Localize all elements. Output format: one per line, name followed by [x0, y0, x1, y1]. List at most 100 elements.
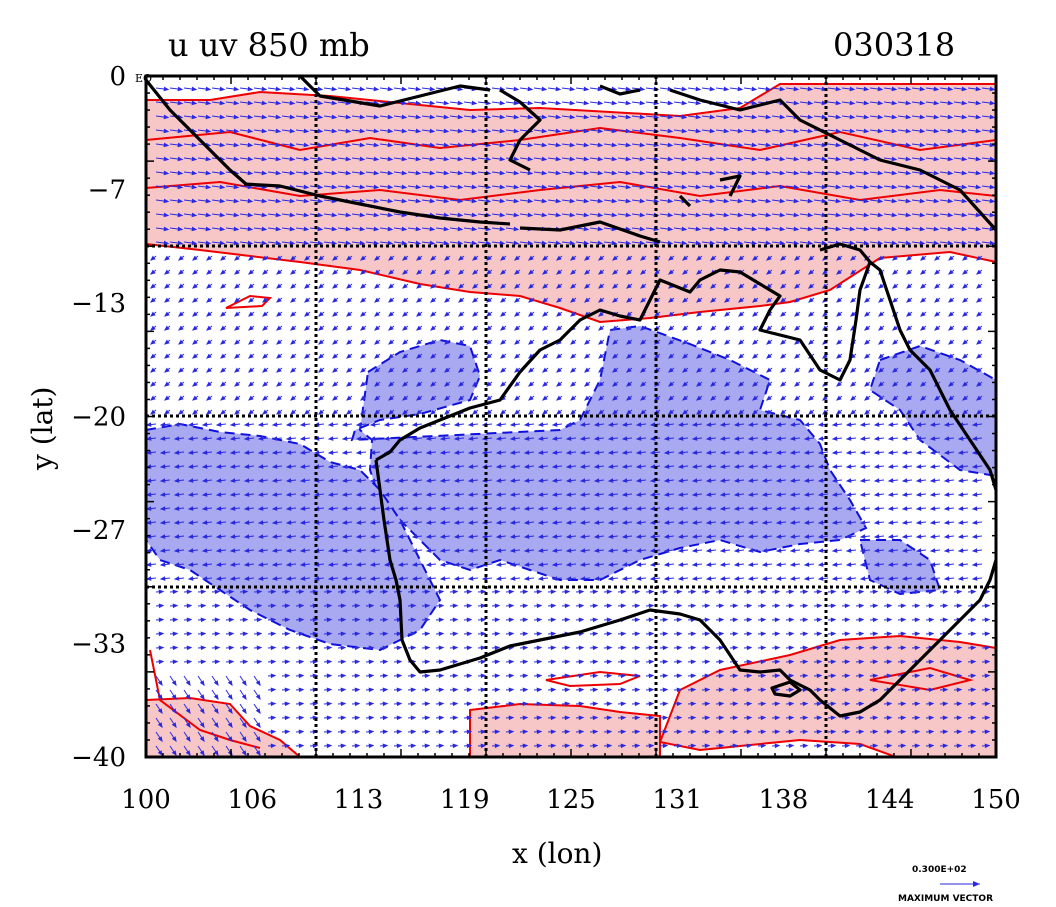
wind-vector — [911, 226, 926, 232]
wind-vector — [603, 128, 618, 134]
wind-vector — [303, 367, 311, 373]
wind-vector — [281, 198, 296, 204]
wind-vector — [639, 325, 647, 331]
wind-vector — [471, 311, 479, 317]
wind-vector — [491, 128, 506, 134]
wind-vector — [701, 212, 716, 218]
wind-vector — [597, 339, 605, 345]
wind-vector — [555, 353, 563, 359]
wind-vector — [939, 156, 954, 162]
wind-vector — [729, 156, 744, 162]
wind-vector — [757, 184, 772, 190]
wind-vector — [863, 311, 871, 317]
wind-vector — [267, 240, 282, 246]
wind-vector — [331, 353, 339, 359]
wind-vector — [569, 339, 577, 345]
wind-vector — [891, 339, 899, 345]
wind-vector — [519, 212, 534, 218]
wind-vector — [373, 353, 381, 359]
wind-vector — [281, 156, 296, 162]
wind-vector — [457, 325, 465, 331]
wind-vector — [771, 128, 786, 134]
wind-vector — [905, 297, 913, 303]
wind-vector — [765, 325, 773, 331]
wind-vector — [673, 170, 688, 176]
title-left: u uv 850 mb — [168, 26, 370, 64]
wind-vector — [191, 367, 199, 373]
wind-vector — [589, 86, 604, 92]
wind-vector — [625, 353, 633, 359]
wind-vector — [919, 297, 927, 303]
wind-vector — [337, 212, 352, 218]
wind-vector — [415, 339, 423, 345]
wind-vector — [247, 325, 255, 331]
wind-vector — [603, 100, 618, 106]
wind-vector — [743, 128, 758, 134]
wind-vector — [247, 255, 255, 261]
wind-vector — [807, 325, 815, 331]
wind-vector — [379, 170, 394, 176]
wind-vector — [757, 170, 772, 176]
wind-vector — [513, 339, 521, 345]
wind-vector — [505, 212, 520, 218]
wind-vector — [757, 240, 772, 246]
wind-vector — [421, 128, 436, 134]
wind-vector — [281, 226, 296, 232]
wind-vector — [575, 184, 590, 190]
wind-vector — [359, 325, 367, 331]
wind-vector — [961, 353, 969, 359]
wind-vector — [835, 269, 843, 275]
wind-vector — [457, 297, 465, 303]
wind-vector — [603, 184, 618, 190]
wind-vector — [429, 325, 437, 331]
wind-vector — [421, 198, 436, 204]
wind-vector — [337, 100, 352, 106]
wind-vector — [443, 325, 451, 331]
wind-vector — [575, 114, 590, 120]
wind-vector — [513, 367, 521, 373]
wind-vector — [555, 283, 563, 289]
wind-vector — [429, 269, 437, 275]
wind-vector — [919, 353, 927, 359]
wind-vector — [281, 170, 296, 176]
wind-vector — [407, 184, 422, 190]
wind-vector — [673, 240, 688, 246]
wind-vector — [841, 240, 856, 246]
wind-vector — [729, 142, 744, 148]
wind-vector — [337, 226, 352, 232]
wind-vector — [527, 339, 535, 345]
wind-vector — [155, 128, 170, 134]
wind-vector — [331, 255, 339, 261]
wind-vector — [799, 142, 814, 148]
wind-vector — [177, 283, 185, 289]
wind-vector — [597, 367, 605, 373]
wind-vector — [533, 198, 548, 204]
wind-vector — [485, 367, 493, 373]
wind-vector — [625, 367, 633, 373]
wind-vector — [967, 128, 982, 134]
wind-vector — [967, 212, 982, 218]
wind-vector — [211, 226, 226, 232]
wind-vector — [883, 226, 898, 232]
wind-vector — [491, 114, 506, 120]
wind-vector — [905, 283, 913, 289]
wind-vector — [849, 283, 857, 289]
wind-vector — [169, 198, 184, 204]
wind-vector — [331, 269, 339, 275]
wind-vector — [933, 255, 941, 261]
wind-vector — [177, 367, 185, 373]
wind-vector — [463, 226, 478, 232]
wind-vector — [379, 156, 394, 162]
wind-vector — [827, 86, 842, 92]
wind-vector — [813, 156, 828, 162]
wind-vector — [519, 142, 534, 148]
wind-vector — [351, 226, 366, 232]
wind-vector — [715, 156, 730, 162]
wind-vector — [779, 325, 787, 331]
wind-vector — [723, 367, 731, 373]
wind-vector — [205, 297, 213, 303]
wind-vector — [233, 339, 241, 345]
wind-vector — [953, 86, 968, 92]
wind-vector — [387, 311, 395, 317]
wind-vector — [659, 100, 674, 106]
